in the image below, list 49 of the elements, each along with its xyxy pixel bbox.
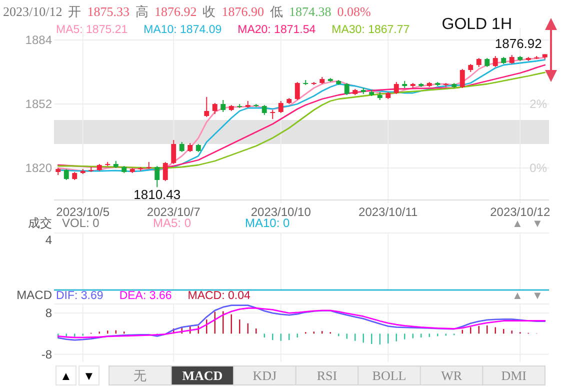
y-tick-label: -8: [41, 347, 52, 362]
text: DMI: [501, 368, 526, 383]
y-tick-label: 8: [45, 306, 52, 320]
y-tick-label: 1852: [25, 97, 52, 111]
text: ▼: [532, 290, 543, 302]
text: MA5: 0: [153, 216, 192, 230]
text: 无: [134, 368, 147, 383]
series-label: MACD: 0.04: [188, 290, 251, 302]
text: MA20: 1871.54: [238, 24, 316, 36]
x-tick-label: 2023/10/7: [146, 205, 201, 219]
text: 2023/10/12: [3, 4, 62, 19]
text: ▲: [512, 290, 523, 302]
text: 4: [45, 233, 52, 247]
text: MA10: 1874.09: [144, 24, 222, 36]
text: MA30: 1867.77: [332, 24, 410, 36]
annotation: 1876.92: [494, 36, 542, 52]
chart-title: GOLD 1H: [442, 16, 512, 33]
x-tick-label: 2023/10/11: [358, 205, 418, 219]
text: 0.08%: [337, 4, 371, 19]
text: RSI: [316, 368, 338, 383]
text: 低: [270, 4, 283, 19]
text: ▲: [512, 218, 523, 230]
text: MACD: [182, 368, 223, 383]
text: VOL: 0: [62, 216, 100, 230]
text: ▼: [532, 218, 543, 230]
chart-title: MACD: [16, 288, 52, 302]
text: 成交: [28, 216, 52, 230]
text: 1874.38: [288, 4, 332, 19]
text: 1876.90: [222, 4, 264, 19]
text: 开: [68, 4, 82, 19]
text: DEA: 3.66: [119, 290, 172, 302]
x-tick-label: 2023/10/5: [56, 205, 110, 219]
text: 收: [202, 4, 216, 19]
text: ▼: [83, 369, 95, 383]
x-tick-label: 2023/10/12: [490, 205, 550, 219]
y-tick-label: 1884: [25, 33, 52, 47]
text: WR: [441, 368, 462, 383]
annotation: 1810.43: [134, 187, 181, 202]
text: 1876.92: [154, 4, 197, 19]
text: DIF: 3.69: [56, 290, 104, 302]
text: MA10: 0: [245, 216, 290, 230]
y-tick-label: 1820: [25, 161, 52, 175]
x-tick-label: 2023/10/10: [250, 205, 312, 219]
text: 1875.33: [87, 4, 130, 19]
text: BOLL: [372, 368, 406, 383]
text: MA5: 1875.21: [56, 24, 128, 36]
text: 高: [135, 4, 148, 19]
text: KDJ: [252, 368, 277, 383]
text: ▲: [60, 369, 72, 383]
